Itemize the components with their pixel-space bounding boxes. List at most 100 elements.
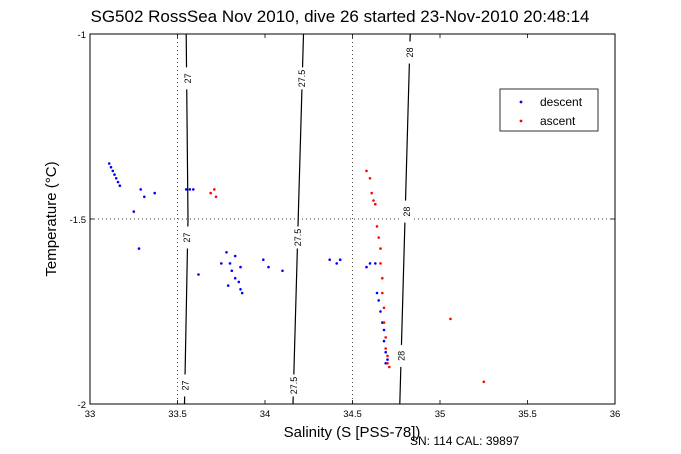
point-descent: [116, 180, 120, 184]
point-ascent: [374, 202, 377, 206]
point-ascent: [214, 195, 218, 199]
serial-calibration-label: SN: 114 CAL: 39897: [410, 434, 520, 448]
point-ascent: [384, 347, 388, 350]
point-descent: [239, 288, 242, 291]
y-tick-label: -2: [78, 400, 86, 411]
point-ascent: [381, 291, 384, 295]
legend-marker-descent: [519, 100, 523, 104]
point-ascent: [386, 362, 389, 365]
point-ascent: [482, 380, 486, 384]
point-descent: [225, 251, 228, 254]
point-ascent: [372, 199, 375, 202]
point-descent: [375, 291, 379, 295]
contour-label: 28: [405, 47, 415, 57]
contour-line-27: [183, 33, 189, 405]
contour-label-bg: [292, 226, 305, 249]
point-descent: [240, 291, 244, 295]
point-descent: [143, 195, 146, 199]
contour-label-bg: [395, 344, 408, 367]
contour-label-bg: [400, 200, 413, 223]
point-ascent: [365, 169, 368, 173]
point-descent: [237, 280, 241, 284]
contour-label: 27.5: [293, 229, 303, 247]
point-ascent: [375, 225, 379, 228]
point-descent: [137, 247, 141, 250]
contour-label: 27.5: [289, 377, 299, 395]
point-descent: [118, 184, 122, 187]
point-descent: [239, 265, 242, 269]
point-descent: [328, 258, 332, 262]
x-tick-label: 34.5: [343, 409, 362, 420]
point-descent: [230, 269, 234, 273]
point-descent: [267, 265, 270, 269]
y-axis-label: Temperature (°C): [43, 161, 60, 276]
point-ascent: [379, 262, 382, 265]
point-ascent: [368, 177, 372, 180]
data-points: [107, 162, 486, 384]
point-descent: [111, 169, 115, 173]
point-ascent: [213, 188, 216, 191]
legend-marker-ascent: [519, 119, 523, 123]
point-descent: [384, 350, 388, 354]
point-ascent: [379, 247, 382, 250]
point-ascent: [382, 306, 386, 310]
point-descent: [220, 262, 223, 265]
point-ascent: [386, 354, 389, 358]
point-ascent: [449, 317, 452, 321]
point-ascent: [370, 191, 374, 195]
contour-label: 27: [182, 232, 192, 242]
point-descent: [368, 262, 372, 265]
legend-label-ascent: ascent: [540, 114, 576, 128]
point-descent: [188, 188, 192, 191]
point-descent: [197, 273, 200, 276]
chart-title: SG502 RossSea Nov 2010, dive 26 started …: [91, 7, 590, 26]
point-descent: [233, 276, 237, 280]
point-ascent: [377, 236, 381, 239]
contour-label: 27: [183, 73, 193, 83]
point-descent: [153, 191, 156, 195]
x-tick-label: 34: [260, 409, 271, 420]
contour-label-bg: [295, 67, 308, 90]
contour-line-27.5: [292, 33, 305, 405]
point-descent: [233, 254, 237, 258]
point-descent: [382, 328, 386, 332]
point-ascent: [382, 321, 386, 324]
point-descent: [109, 165, 113, 169]
y-tick-label: -1: [78, 30, 86, 41]
x-tick-label: 33.5: [168, 409, 187, 420]
point-ascent: [384, 336, 388, 339]
contour-label-bg: [182, 67, 194, 90]
point-descent: [386, 358, 389, 361]
point-descent: [384, 362, 388, 365]
point-descent: [139, 188, 142, 191]
y-tick-label: -1.5: [70, 215, 86, 226]
point-descent: [379, 310, 382, 313]
point-ascent: [388, 365, 391, 369]
point-descent: [377, 299, 381, 302]
point-descent: [262, 258, 265, 262]
x-tick-label: 35.5: [518, 409, 537, 420]
legend-box: [499, 88, 599, 132]
point-descent: [374, 262, 377, 265]
x-tick-label: 35: [435, 409, 446, 420]
point-descent: [335, 262, 339, 265]
contour-label: 28: [402, 207, 412, 217]
point-descent: [184, 188, 188, 191]
contour-label-bg: [179, 374, 192, 397]
contour-label-bg: [404, 41, 417, 64]
point-descent: [338, 258, 342, 262]
contour-label-bg: [287, 374, 300, 397]
point-ascent: [209, 191, 212, 195]
legend: descent ascent: [499, 88, 599, 132]
contour-label-bg: [181, 226, 194, 249]
x-axis-label: Salinity (S [PSS-78]): [284, 424, 421, 441]
point-descent: [365, 265, 368, 269]
point-descent: [192, 188, 195, 191]
point-descent: [132, 210, 136, 213]
point-descent: [107, 162, 111, 165]
contour-label: 27: [180, 381, 190, 391]
density-contours: 27 27 27 27.5 27.5 27.5 28 28 28: [179, 33, 417, 405]
point-ascent: [381, 276, 384, 280]
point-descent: [113, 173, 116, 176]
